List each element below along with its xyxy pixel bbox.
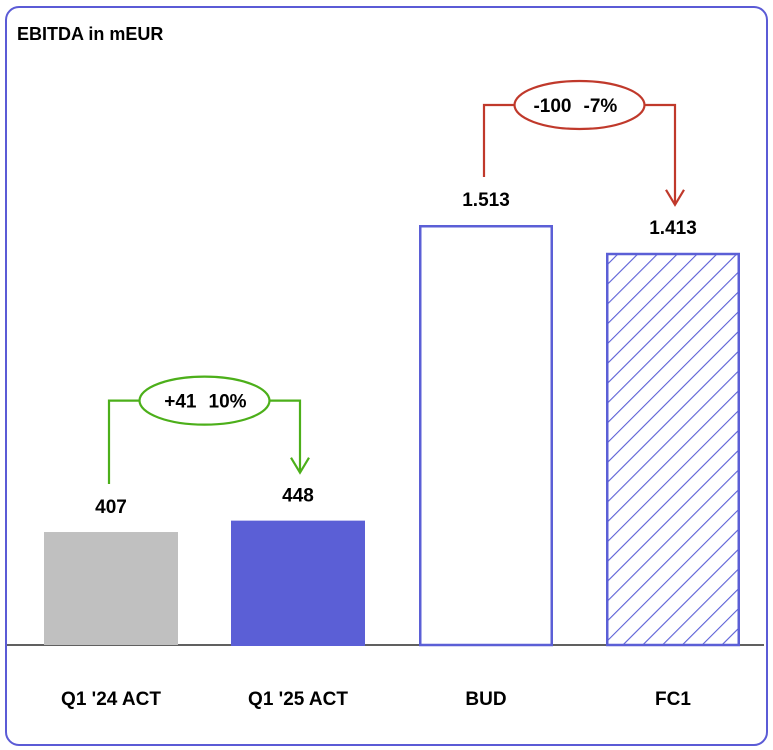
delta-percent: -7% — [584, 96, 618, 117]
comparison-0: +41 10% — [107, 375, 310, 485]
comparison-1: -100 -7% — [482, 79, 685, 207]
delta-value: -100 — [533, 96, 571, 117]
bar-fc1 — [606, 252, 740, 647]
chart-title: EBITDA in mEUR — [17, 24, 164, 44]
delta-ellipse — [513, 79, 646, 131]
category-label-q1-24-act: Q1 '24 ACT — [61, 689, 161, 710]
comparison-arrow-icon — [290, 457, 310, 475]
value-label-fc1: 1.413 — [649, 218, 697, 239]
delta-ellipse — [138, 375, 271, 426]
value-label-bud: 1.513 — [462, 190, 510, 211]
comparison-arrow-icon — [665, 189, 685, 207]
category-label-fc1: FC1 — [655, 689, 691, 710]
bar-bud — [419, 225, 553, 647]
category-label-q1-25-act: Q1 '25 ACT — [248, 689, 348, 710]
bar-q1-24-act — [44, 532, 178, 645]
value-label-q1-25-act: 448 — [282, 486, 314, 507]
delta-percent: 10% — [209, 392, 247, 413]
category-label-bud: BUD — [465, 689, 506, 710]
delta-value: +41 — [164, 392, 197, 413]
value-label-q1-24-act: 407 — [95, 497, 127, 518]
bar-q1-25-act — [231, 520, 365, 647]
